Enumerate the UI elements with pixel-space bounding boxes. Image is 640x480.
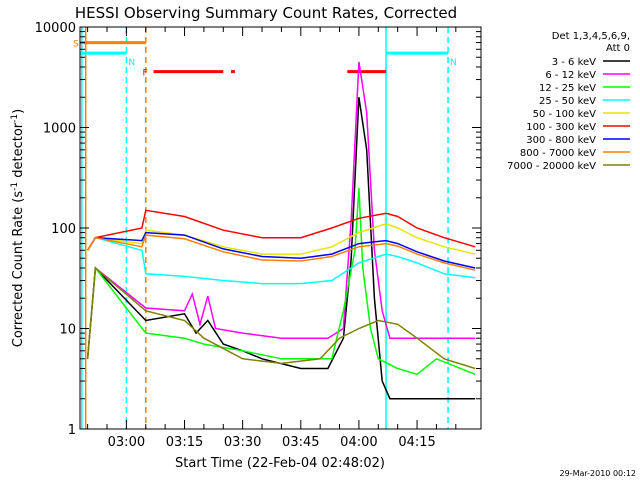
legend-title: Det 1,3,4,5,6,9, [552, 31, 630, 42]
y-tick-label: 10 [59, 323, 76, 338]
y-tick-label: 100 [51, 222, 76, 237]
y-tick-label: 1 [68, 423, 76, 438]
x-axis-label: Start Time (22-Feb-04 02:48:02) [175, 456, 385, 471]
flag-label: S [73, 40, 79, 50]
series-line [86, 234, 476, 271]
series-line [86, 61, 476, 359]
series-line [86, 97, 476, 400]
legend-entry-label: 100 - 300 keV [526, 122, 596, 133]
legend-entry-label: 300 - 800 keV [526, 135, 596, 146]
reference-lines [81, 27, 449, 429]
legend: Det 1,3,4,5,6,9,Att 0 3 - 6 keV 6 - 12 keV… [507, 31, 630, 172]
legend-title: Att 0 [606, 43, 630, 54]
chart-title: HESSI Observing Summary Count Rates, Cor… [75, 4, 457, 22]
flag-bars: SN NF [73, 40, 457, 79]
legend-entry-label: 800 - 7000 keV [520, 148, 596, 159]
x-tick-label: 03:45 [282, 435, 319, 450]
y-axis-label: Corrected Count Rate (s-1 detector-1) [10, 109, 26, 347]
x-tick-label: 03:30 [224, 435, 261, 450]
series-line [86, 187, 476, 376]
series-layer [86, 61, 476, 400]
x-tick-label: 04:15 [398, 435, 435, 450]
legend-entry-label: 3 - 6 keV [552, 57, 596, 68]
legend-entry-label: 50 - 100 keV [533, 109, 597, 120]
legend-entry-label: 7000 - 20000 keV [507, 161, 596, 172]
x-tick-label: 04:00 [340, 435, 377, 450]
timestamp-footer: 29-Mar-2010 00:12 [560, 469, 637, 478]
flag-label: N [128, 58, 135, 68]
y-tick-label: 10000 [35, 21, 76, 36]
flag-label: F [143, 69, 148, 79]
y-tick-label: 1000 [43, 122, 76, 137]
x-tick-label: 03:15 [166, 435, 203, 450]
legend-entry-label: 12 - 25 keV [539, 83, 596, 94]
series-line [86, 209, 476, 251]
flag-label: N [450, 58, 457, 68]
series-line [86, 266, 476, 370]
x-tick-label: 03:00 [108, 435, 145, 450]
series-line [86, 231, 476, 269]
series-line [86, 236, 476, 285]
x-axis: 03:00 03:15 03:30 03:45 04:00 04:15 [87, 27, 457, 450]
legend-entry-label: 6 - 12 keV [545, 70, 596, 81]
y-axis: 1 10 100 1000 10000 [35, 21, 481, 438]
legend-entry-label: 25 - 50 keV [539, 96, 596, 107]
